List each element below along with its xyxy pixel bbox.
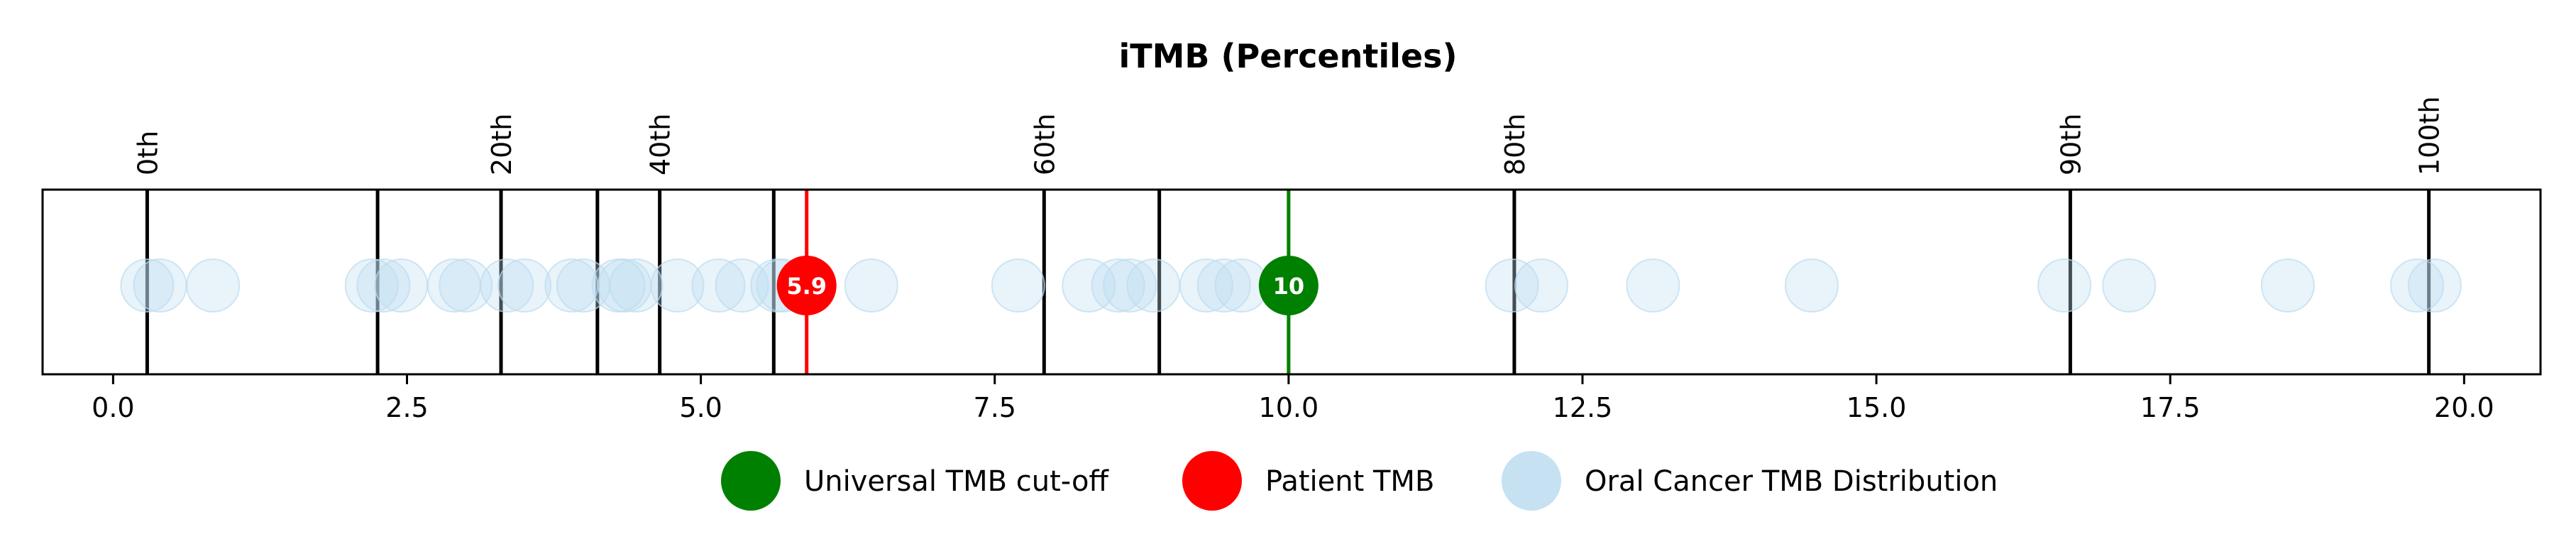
cutoff-marker — [1258, 256, 1319, 315]
reference-lines: 5.9 10 — [776, 190, 1319, 374]
distribution-point — [344, 259, 399, 312]
x-tick-label: 12.5 — [1553, 392, 1613, 423]
distribution-point — [356, 259, 411, 312]
x-tick-label: 17.5 — [2140, 392, 2201, 423]
distribution-point — [133, 259, 187, 312]
legend-marker — [721, 451, 781, 511]
distribution-point — [497, 259, 552, 312]
distribution-points — [120, 259, 2462, 312]
legend-label: Oral Cancer TMB Distribution — [1585, 465, 1998, 498]
distribution-point — [1196, 259, 1251, 312]
distribution-point — [650, 259, 705, 312]
percentile-label: 0th — [132, 131, 163, 175]
percentile-label: 80th — [1499, 114, 1531, 175]
distribution-point — [1626, 259, 1680, 312]
distribution-point — [120, 259, 175, 312]
x-tick-label: 7.5 — [974, 392, 1016, 423]
percentile-label: 20th — [486, 114, 517, 175]
distribution-point — [439, 259, 493, 312]
legend-label: Universal TMB cut-off — [804, 465, 1109, 498]
percentile-label: 60th — [1029, 114, 1060, 175]
legend-marker — [1502, 451, 1561, 511]
distribution-point — [2037, 259, 2092, 312]
percentile-lines: 0th 20th 40th 60th 80th 90th 100th — [132, 96, 2445, 374]
distribution-point — [2260, 259, 2315, 312]
legend: Universal TMB cut-off Patient TMB Oral Can… — [721, 451, 1998, 511]
distribution-point — [1126, 259, 1181, 312]
legend-marker — [1182, 451, 1242, 511]
x-tick-label: 10.0 — [1259, 392, 1319, 423]
percentile-label: 100th — [2414, 96, 2445, 175]
x-axis: 0.0 2.5 5.0 7.5 10.0 12.5 15.0 17.5 20.0 — [92, 374, 2494, 423]
legend-label: Patient TMB — [1265, 465, 1434, 498]
chart-title: iTMB (Percentiles) — [1119, 37, 1458, 75]
plot-frame — [41, 188, 2542, 376]
distribution-point — [1485, 259, 1539, 312]
distribution-point — [2390, 259, 2445, 312]
distribution-point — [1103, 259, 1157, 312]
distribution-point — [186, 259, 241, 312]
distribution-point — [609, 259, 664, 312]
distribution-point — [1784, 259, 1839, 312]
percentile-label: 90th — [2055, 114, 2086, 175]
distribution-point — [1062, 259, 1116, 312]
x-tick-label: 15.0 — [1846, 392, 1907, 423]
cutoff-value-label: 10 — [1273, 273, 1305, 300]
x-tick-label: 0.0 — [92, 392, 134, 423]
x-tick-label: 5.0 — [679, 392, 722, 423]
distribution-point — [844, 259, 898, 312]
distribution-point — [691, 259, 746, 312]
distribution-point — [1514, 259, 1568, 312]
distribution-point — [480, 259, 534, 312]
percentile-label: 40th — [645, 114, 676, 175]
x-tick-label: 2.5 — [385, 392, 428, 423]
x-tick-label: 20.0 — [2434, 392, 2494, 423]
patient-value-label: 5.9 — [786, 273, 827, 300]
distribution-point — [991, 259, 1045, 312]
patient-marker — [776, 256, 837, 315]
distribution-point — [374, 259, 429, 312]
distribution-point — [2102, 259, 2157, 312]
distribution-point — [2407, 259, 2462, 312]
